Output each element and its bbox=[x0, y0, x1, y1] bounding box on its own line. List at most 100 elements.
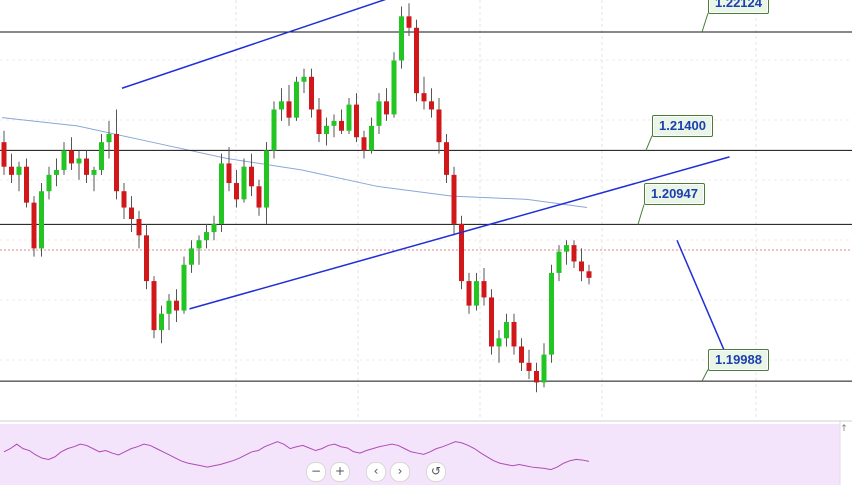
candle-body bbox=[361, 137, 367, 151]
candle-body bbox=[39, 191, 44, 249]
candle-body bbox=[579, 261, 584, 272]
candle-body bbox=[436, 109, 442, 143]
moving-average bbox=[1, 117, 588, 209]
candle-body bbox=[414, 27, 419, 94]
candle-body bbox=[76, 158, 82, 164]
candle-body bbox=[114, 134, 119, 192]
candle-body bbox=[159, 313, 164, 331]
candle-body bbox=[279, 101, 284, 110]
candle-body bbox=[549, 272, 554, 355]
candle-body bbox=[399, 16, 404, 61]
candle-body bbox=[9, 166, 14, 175]
scroll-left-button[interactable]: ‹ bbox=[366, 462, 386, 482]
candle-body bbox=[534, 370, 539, 383]
candle-body bbox=[136, 218, 142, 236]
candle-body bbox=[151, 281, 157, 331]
candle-body bbox=[466, 281, 472, 306]
candle-body bbox=[241, 166, 247, 200]
price-level-label: 1.21400 bbox=[652, 114, 713, 137]
channel-lower-line bbox=[189, 156, 730, 310]
candle-body bbox=[271, 109, 277, 151]
candle-body bbox=[226, 163, 232, 184]
candle-body bbox=[301, 76, 307, 82]
candle-body bbox=[564, 245, 569, 252]
candle-body bbox=[459, 223, 464, 282]
candle-body bbox=[346, 104, 352, 131]
candle-body bbox=[571, 245, 577, 262]
candle-body bbox=[1, 142, 7, 167]
candle-body bbox=[556, 251, 562, 273]
zoom-in-button[interactable]: + bbox=[330, 462, 350, 482]
candle-body bbox=[249, 166, 254, 187]
zoom-out-button[interactable]: − bbox=[306, 462, 326, 482]
label-connector bbox=[701, 369, 709, 382]
candle-body bbox=[91, 169, 97, 175]
candle-body bbox=[16, 166, 22, 175]
candle-body bbox=[391, 60, 397, 115]
candle-body bbox=[331, 120, 337, 126]
candle-body bbox=[294, 81, 299, 118]
candle-body bbox=[384, 101, 389, 115]
candle-body bbox=[481, 281, 487, 298]
candle-body bbox=[354, 104, 359, 138]
candle-body bbox=[144, 235, 149, 282]
candles bbox=[1, 3, 592, 393]
price-level-label: 1.20947 bbox=[644, 183, 705, 206]
oscillator-panel bbox=[0, 420, 852, 485]
candle-body bbox=[541, 354, 547, 383]
candle-body bbox=[496, 338, 502, 347]
chart-navigation: − + ‹ › ↺ bbox=[306, 462, 446, 482]
candle-body bbox=[54, 169, 59, 175]
scroll-right-button[interactable]: › bbox=[390, 462, 410, 482]
candle-body bbox=[106, 134, 112, 143]
candle-body bbox=[211, 223, 217, 233]
horizontal-levels bbox=[0, 13, 852, 382]
candle-body bbox=[339, 120, 344, 131]
scroll-up-icon[interactable]: ↑ bbox=[840, 424, 848, 434]
trend-channel bbox=[121, 0, 731, 364]
candle-body bbox=[451, 174, 457, 224]
candle-body bbox=[586, 271, 592, 278]
candle-body bbox=[324, 125, 329, 135]
candle-body bbox=[181, 264, 187, 311]
label-connector bbox=[645, 135, 653, 151]
candle-body bbox=[406, 16, 412, 28]
candle-body bbox=[376, 101, 382, 126]
candle-body bbox=[286, 101, 292, 118]
candle-body bbox=[84, 158, 89, 175]
oscillator-line bbox=[3, 441, 590, 471]
candle-body bbox=[519, 346, 524, 363]
candle-body bbox=[444, 142, 449, 175]
candle-body bbox=[166, 300, 172, 314]
candle-body bbox=[316, 109, 322, 135]
candle-body bbox=[189, 248, 194, 265]
candle-body bbox=[121, 191, 127, 208]
channel-upper-line bbox=[121, 0, 387, 89]
moving-average-line bbox=[1, 117, 588, 209]
candle-body bbox=[46, 174, 52, 192]
candle-body bbox=[369, 125, 374, 151]
reset-button[interactable]: ↺ bbox=[426, 462, 446, 482]
candle-body bbox=[526, 362, 532, 371]
label-connector bbox=[701, 13, 709, 33]
label-connector bbox=[637, 204, 645, 225]
candle-body bbox=[256, 186, 262, 208]
candle-body bbox=[489, 297, 494, 347]
candle-body bbox=[204, 232, 209, 241]
candle-body bbox=[196, 240, 202, 249]
candle-body bbox=[264, 150, 269, 208]
candle-body bbox=[219, 163, 224, 224]
candle-body bbox=[129, 207, 134, 219]
candle-body bbox=[309, 76, 314, 110]
candle-body bbox=[61, 150, 67, 170]
candle-body bbox=[421, 93, 427, 102]
candle-body bbox=[511, 321, 517, 347]
price-level-label: 1.22124 bbox=[708, 0, 769, 15]
candle-body bbox=[69, 150, 74, 164]
candle-body bbox=[99, 142, 104, 170]
candle-body bbox=[31, 202, 37, 249]
candle-body bbox=[24, 166, 29, 203]
candle-body bbox=[234, 183, 239, 200]
price-level-label: 1.19988 bbox=[708, 348, 769, 371]
